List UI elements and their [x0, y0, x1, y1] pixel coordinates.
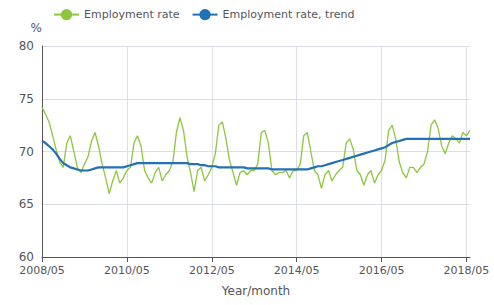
svg-text:2012/05: 2012/05	[189, 264, 235, 277]
svg-text:2010/05: 2010/05	[104, 264, 150, 277]
svg-text:60: 60	[19, 250, 34, 264]
svg-text:75: 75	[19, 92, 34, 106]
svg-text:2018/05: 2018/05	[444, 264, 490, 277]
svg-text:Employment rate, trend: Employment rate, trend	[223, 8, 355, 21]
svg-text:Employment rate: Employment rate	[84, 8, 180, 21]
svg-text:70: 70	[19, 145, 34, 159]
svg-text:2014/05: 2014/05	[274, 264, 320, 277]
svg-text:Year/month: Year/month	[221, 284, 290, 298]
svg-text:%: %	[31, 21, 42, 35]
svg-text:80: 80	[19, 39, 34, 53]
svg-text:2016/05: 2016/05	[359, 264, 405, 277]
svg-text:65: 65	[19, 197, 34, 211]
svg-text:2008/05: 2008/05	[19, 264, 65, 277]
